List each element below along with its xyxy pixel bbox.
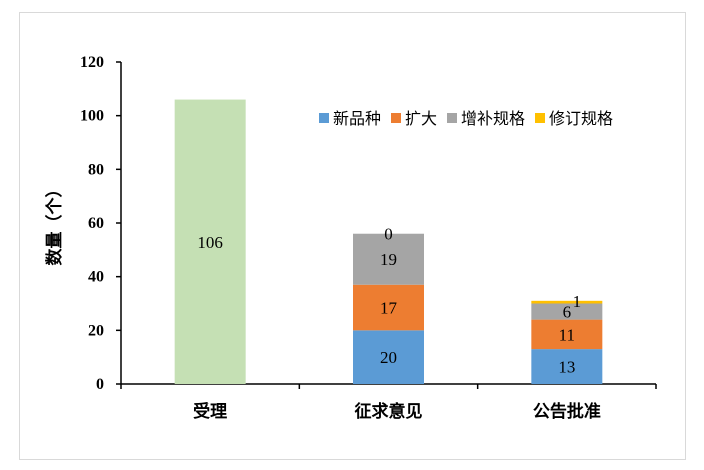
data-label: 0 [384,225,393,244]
bars [174,99,603,385]
x-category-label: 征求意见 [355,401,423,422]
bar-segment [531,349,603,384]
y-tick-label: 40 [88,269,104,286]
legend-swatch [535,113,545,123]
legend-label: 新品种 [333,109,381,128]
data-label: 1 [573,292,582,311]
y-tick-label: 120 [80,54,104,71]
legend-label: 扩大 [405,109,437,128]
data-label: 19 [380,250,397,269]
legend: 新品种 扩大 增补规格 修订规格 [319,109,613,128]
legend-swatch [447,113,457,123]
y-tick-label: 20 [88,322,104,339]
x-category-label: 受理 [193,401,227,422]
data-label: 6 [563,303,572,322]
y-tick-label: 100 [80,108,104,125]
data-label: 20 [380,348,397,367]
data-label: 11 [559,325,575,344]
data-label: 17 [380,299,398,318]
legend-label: 修订规格 [549,109,613,128]
chart-frame [19,12,686,460]
bar-segment [353,330,424,384]
bar-segment [531,319,603,350]
data-label: 13 [558,358,575,377]
x-category-label: 公告批准 [533,401,601,422]
bar-segment [353,284,424,331]
y-tick-label: 0 [96,376,104,393]
y-tick-label: 60 [88,215,104,232]
bar-segment [531,303,603,320]
legend-label: 增补规格 [461,109,525,128]
y-axis-label: 数量（个） [44,181,65,266]
data-labels: 106 20 17 19 0 13 11 61 [197,225,581,377]
y-tick-label: 80 [88,161,104,178]
legend-swatch [391,113,401,123]
data-label: 106 [197,233,223,252]
legend-swatch [319,113,329,123]
bar-total [174,99,246,385]
bar-segment [531,300,603,304]
bar-segment [353,233,424,285]
